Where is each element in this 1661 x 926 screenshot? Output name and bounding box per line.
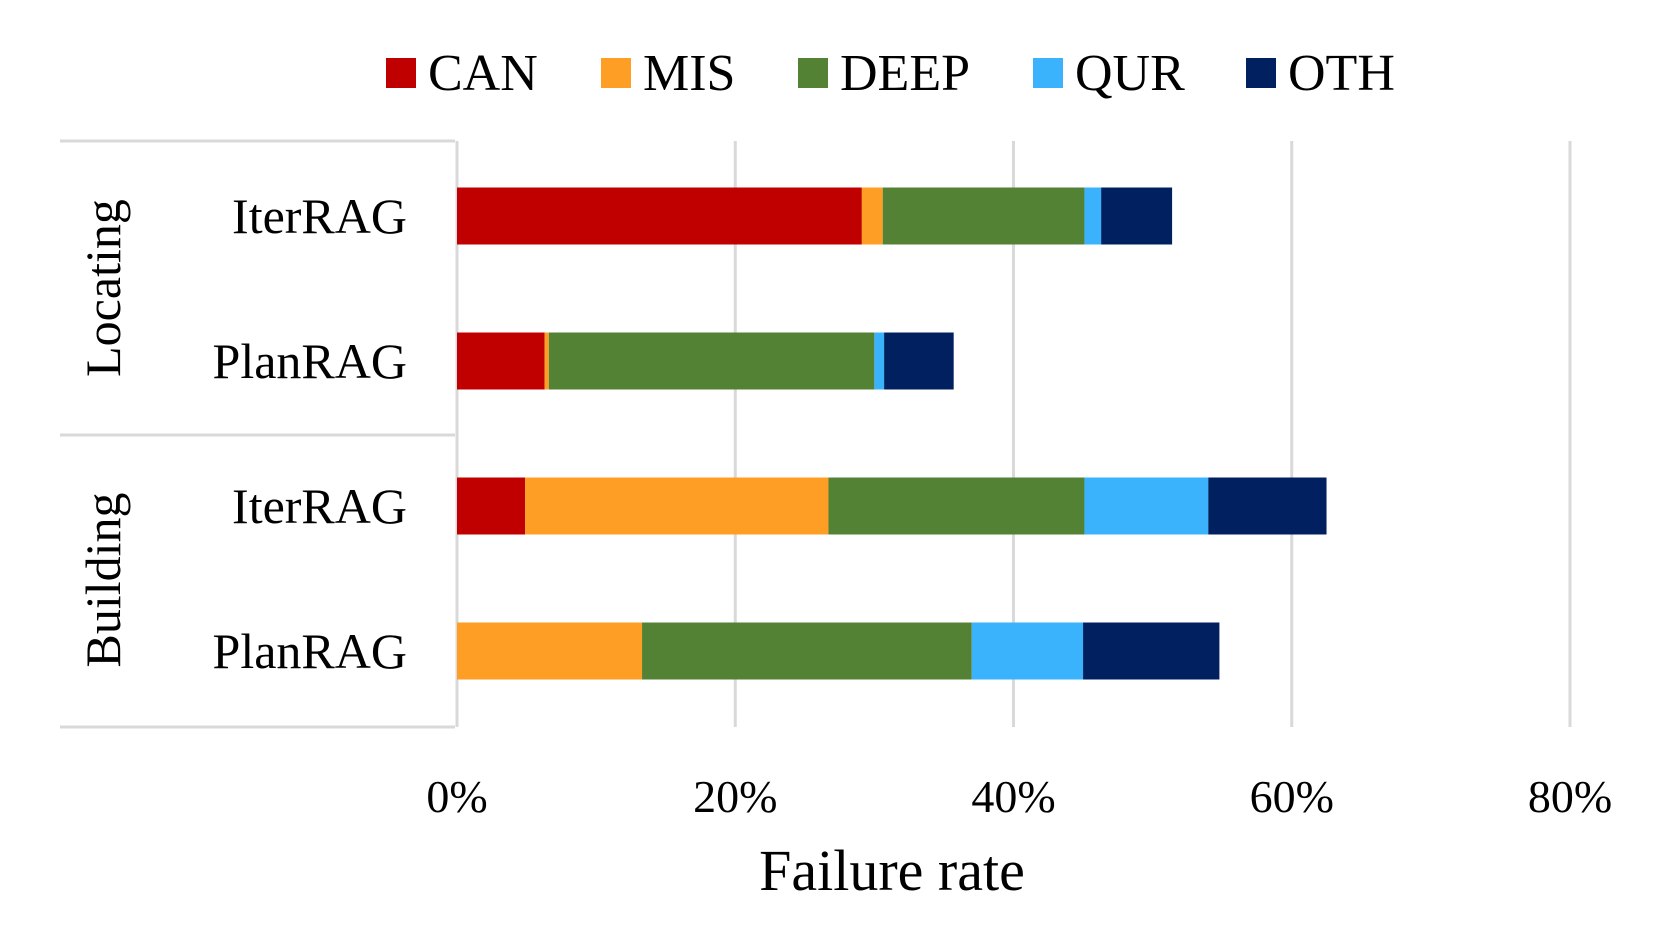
bar-segment-mis <box>457 622 643 680</box>
bar-segment-mis <box>544 332 549 390</box>
legend-label-oth: OTH <box>1288 45 1395 102</box>
category-label: PlanRAG <box>213 623 407 679</box>
bar-segment-mis <box>525 477 829 535</box>
bar-segment-oth <box>1208 477 1327 535</box>
x-axis-title: Failure rate <box>759 838 1025 903</box>
bar-segment-can <box>457 332 545 390</box>
bar-segment-mis <box>861 187 883 245</box>
legend-swatch-can <box>386 58 416 88</box>
bar-segment-qur <box>1084 187 1102 245</box>
legend-label-deep: DEEP <box>840 45 970 102</box>
bar-segment-oth <box>884 332 954 390</box>
legend-swatch-deep <box>798 58 828 88</box>
group-label: Locating <box>75 199 131 377</box>
category-label: PlanRAG <box>213 333 407 389</box>
bar-segment-deep <box>882 187 1085 245</box>
legend-swatch-qur <box>1033 58 1063 88</box>
x-tick-label: 0% <box>426 771 487 822</box>
x-tick-label: 40% <box>971 771 1055 822</box>
x-tick-labels: 0% 20% 40% 60% 80% <box>426 771 1612 822</box>
bar-segment-can <box>457 477 526 535</box>
legend-label-qur: QUR <box>1075 45 1185 102</box>
bar-segment-can <box>457 187 862 245</box>
group-label: Building <box>75 492 131 667</box>
bar-segment-qur <box>971 622 1084 680</box>
category-label: IterRAG <box>232 188 407 244</box>
legend: CAN MIS DEEP QUR OTH <box>386 45 1395 102</box>
category-labels: IterRAG PlanRAG IterRAG PlanRAG <box>213 188 407 679</box>
bars <box>457 187 1327 680</box>
bar-segment-deep <box>642 622 972 680</box>
bar-segment-qur <box>1084 477 1209 535</box>
x-tick-label: 60% <box>1250 771 1334 822</box>
legend-swatch-oth <box>1246 58 1276 88</box>
bar-segment-deep <box>548 332 875 390</box>
legend-swatch-mis <box>601 58 631 88</box>
bar-segment-qur <box>874 332 885 390</box>
bar-segment-oth <box>1083 622 1220 680</box>
legend-label-mis: MIS <box>643 45 735 102</box>
bar-segment-deep <box>828 477 1085 535</box>
category-label: IterRAG <box>232 478 407 534</box>
bar-segment-oth <box>1101 187 1173 245</box>
x-tick-label: 20% <box>693 771 777 822</box>
legend-label-can: CAN <box>428 45 538 102</box>
x-tick-label: 80% <box>1528 771 1612 822</box>
group-labels: Locating Building <box>75 199 131 667</box>
